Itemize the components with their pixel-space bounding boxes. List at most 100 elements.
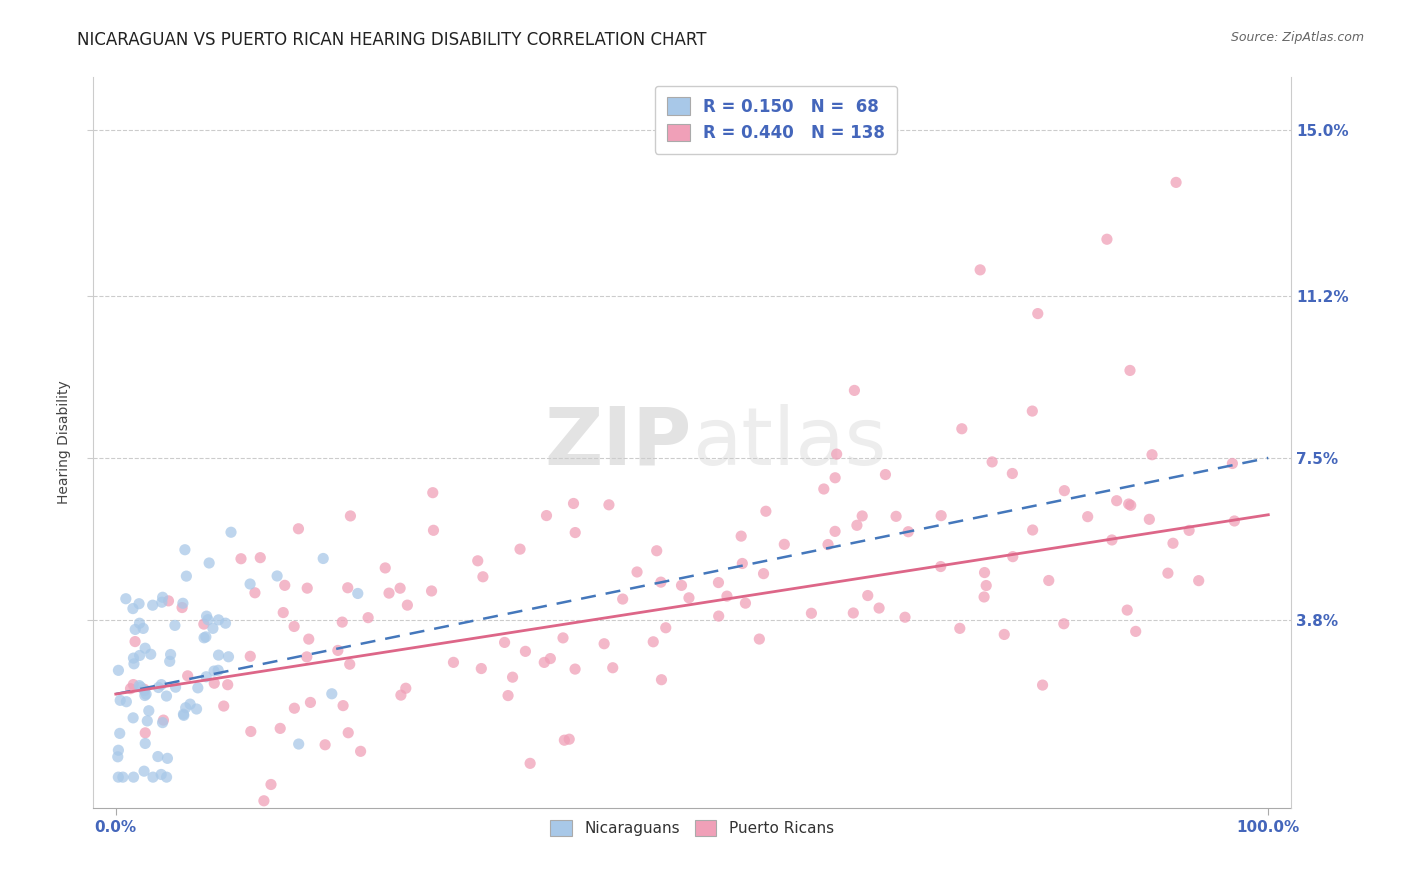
Point bbox=[1053, 616, 1076, 631]
Point bbox=[533, 656, 555, 670]
Point bbox=[156, 751, 179, 765]
Point bbox=[298, 632, 321, 647]
Point bbox=[650, 673, 672, 687]
Point bbox=[135, 687, 157, 701]
Point bbox=[134, 641, 156, 656]
Point bbox=[734, 596, 756, 610]
Point bbox=[274, 578, 297, 592]
Point bbox=[134, 683, 156, 698]
Point bbox=[1105, 493, 1128, 508]
Point bbox=[851, 508, 873, 523]
Point bbox=[122, 677, 145, 691]
Point bbox=[825, 447, 848, 461]
Point bbox=[844, 384, 866, 398]
Point bbox=[134, 736, 156, 750]
Point bbox=[1038, 574, 1060, 588]
Point bbox=[172, 596, 194, 610]
Point bbox=[269, 722, 291, 736]
Point bbox=[187, 681, 209, 695]
Point bbox=[981, 455, 1004, 469]
Point bbox=[155, 770, 177, 784]
Point bbox=[107, 749, 129, 764]
Point bbox=[132, 764, 155, 779]
Point bbox=[337, 725, 360, 739]
Point bbox=[389, 581, 412, 595]
Point bbox=[875, 467, 897, 482]
Point bbox=[108, 693, 131, 707]
Point bbox=[494, 635, 516, 649]
Point bbox=[752, 566, 775, 581]
Point bbox=[159, 654, 181, 668]
Text: NICARAGUAN VS PUERTO RICAN HEARING DISABILITY CORRELATION CHART: NICARAGUAN VS PUERTO RICAN HEARING DISAB… bbox=[77, 31, 707, 49]
Point bbox=[1077, 509, 1099, 524]
Point bbox=[1178, 524, 1201, 538]
Point bbox=[128, 616, 150, 631]
Point bbox=[132, 621, 155, 635]
Point bbox=[271, 606, 294, 620]
Point bbox=[1164, 175, 1187, 189]
Point bbox=[243, 586, 266, 600]
Point bbox=[422, 485, 444, 500]
Point bbox=[593, 637, 616, 651]
Point bbox=[173, 708, 195, 723]
Point bbox=[150, 595, 173, 609]
Point bbox=[152, 713, 174, 727]
Point bbox=[731, 557, 754, 571]
Point bbox=[287, 737, 309, 751]
Point bbox=[193, 631, 215, 645]
Point bbox=[824, 524, 846, 539]
Point bbox=[314, 738, 336, 752]
Point bbox=[612, 592, 634, 607]
Point bbox=[128, 597, 150, 611]
Point bbox=[201, 621, 224, 635]
Point bbox=[136, 714, 159, 728]
Point bbox=[813, 482, 835, 496]
Point bbox=[283, 619, 305, 633]
Point bbox=[346, 586, 368, 600]
Point bbox=[197, 613, 219, 627]
Point bbox=[174, 542, 197, 557]
Point bbox=[193, 617, 215, 632]
Point bbox=[266, 569, 288, 583]
Point bbox=[974, 578, 997, 592]
Point bbox=[207, 663, 229, 677]
Point bbox=[339, 508, 361, 523]
Point bbox=[207, 648, 229, 662]
Point bbox=[194, 630, 217, 644]
Point bbox=[115, 591, 138, 606]
Point bbox=[502, 670, 524, 684]
Point bbox=[894, 610, 917, 624]
Point bbox=[219, 525, 242, 540]
Point bbox=[195, 670, 218, 684]
Point bbox=[218, 649, 240, 664]
Point bbox=[115, 695, 138, 709]
Point bbox=[824, 471, 846, 485]
Point bbox=[817, 537, 839, 551]
Point bbox=[159, 648, 181, 662]
Point bbox=[395, 681, 418, 696]
Text: atlas: atlas bbox=[692, 403, 886, 482]
Point bbox=[332, 698, 354, 713]
Point bbox=[1125, 624, 1147, 639]
Point bbox=[1119, 363, 1142, 377]
Point bbox=[564, 662, 586, 676]
Point bbox=[202, 664, 225, 678]
Point bbox=[845, 518, 868, 533]
Point bbox=[146, 749, 169, 764]
Point bbox=[176, 669, 198, 683]
Point bbox=[214, 616, 236, 631]
Point bbox=[122, 770, 145, 784]
Point bbox=[287, 522, 309, 536]
Point bbox=[396, 598, 419, 612]
Point bbox=[111, 770, 134, 784]
Point bbox=[389, 688, 412, 702]
Point bbox=[1157, 566, 1180, 581]
Point bbox=[856, 589, 879, 603]
Point bbox=[148, 681, 170, 695]
Point bbox=[179, 697, 201, 711]
Point bbox=[155, 689, 177, 703]
Point bbox=[108, 726, 131, 740]
Point bbox=[186, 702, 208, 716]
Point bbox=[239, 724, 262, 739]
Point bbox=[707, 609, 730, 624]
